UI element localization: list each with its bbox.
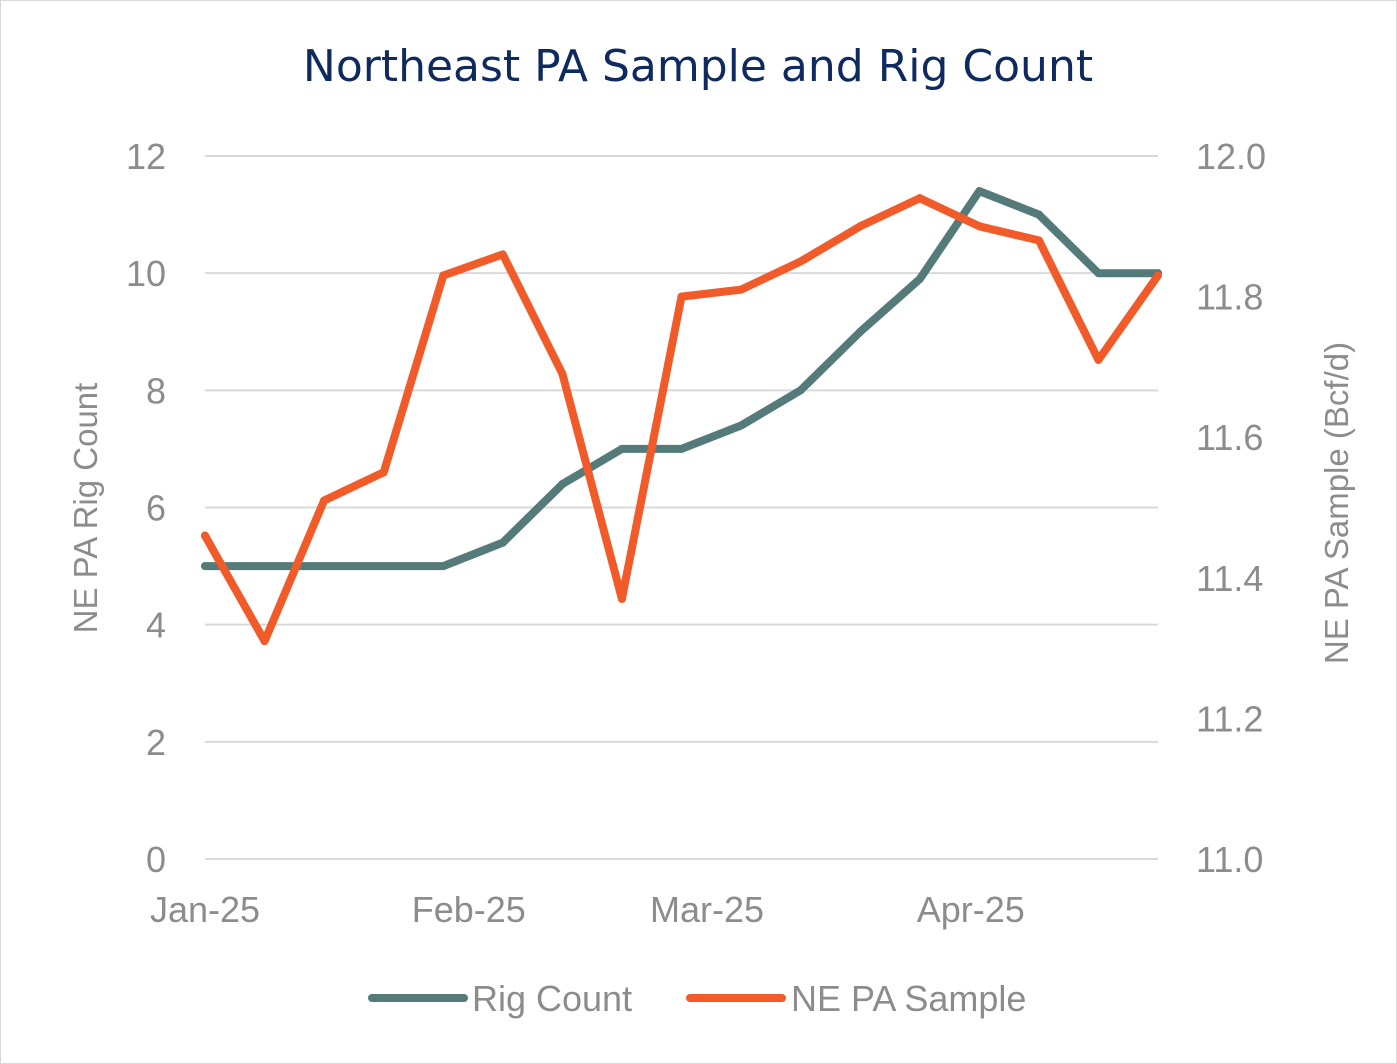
right-tick-label: 11.6 (1196, 417, 1263, 458)
data-point (558, 480, 567, 489)
series-line-ne-pa-sample (201, 194, 1162, 646)
left-tick-label: 10 (126, 253, 166, 294)
data-point (1154, 271, 1162, 280)
data-point (737, 285, 746, 294)
legend[interactable]: Rig Count NE PA Sample (368, 978, 1026, 1019)
data-point (498, 538, 507, 547)
left-tick-label: 0 (146, 839, 166, 880)
legend-item[interactable]: Rig Count (368, 978, 632, 1019)
data-point (379, 468, 388, 477)
data-point (201, 562, 209, 571)
data-point (1034, 236, 1043, 245)
data-point (617, 594, 626, 603)
data-point (617, 444, 626, 453)
chart-title: Northeast PA Sample and Rig Count (303, 41, 1093, 92)
legend-label: NE PA Sample (791, 978, 1026, 1019)
data-point (975, 187, 984, 196)
data-point (1034, 210, 1043, 219)
legend-label: Rig Count (472, 978, 632, 1019)
right-axis-ticks: 11.0 11.2 11.4 11.6 11.8 12.0 (1196, 136, 1266, 880)
right-axis-label: NE PA Sample (Bcf/d) (1318, 342, 1355, 664)
data-point (677, 292, 686, 301)
data-point (915, 194, 924, 203)
data-point (260, 637, 269, 646)
data-point (796, 257, 805, 266)
right-tick-label: 11.0 (1196, 839, 1263, 880)
gridlines (205, 155, 1158, 860)
data-point (320, 496, 329, 505)
data-point (856, 327, 865, 336)
data-point (1094, 269, 1103, 278)
data-point (558, 369, 567, 378)
left-tick-label: 2 (146, 722, 166, 763)
data-point (915, 275, 924, 284)
series-line-rig-count (201, 187, 1162, 571)
data-point (439, 271, 448, 280)
data-point (201, 531, 209, 540)
right-tick-label: 11.4 (1196, 558, 1263, 599)
series-lines (201, 187, 1162, 646)
right-tick-label: 11.8 (1196, 277, 1263, 318)
data-point (975, 222, 984, 231)
data-point (1094, 355, 1103, 364)
data-point (320, 562, 329, 571)
data-point (439, 562, 448, 571)
right-tick-label: 11.2 (1196, 698, 1263, 739)
data-point (379, 562, 388, 571)
data-point (498, 250, 507, 259)
left-tick-label: 6 (146, 488, 166, 529)
left-axis-label: NE PA Rig Count (67, 383, 104, 634)
left-tick-label: 4 (146, 605, 166, 646)
data-point (260, 562, 269, 571)
x-axis-ticks: Jan-25 Feb-25 Mar-25 Apr-25 (150, 889, 1025, 930)
data-point (677, 444, 686, 453)
right-tick-label: 12.0 (1196, 136, 1266, 177)
data-point (737, 421, 746, 430)
left-tick-label: 12 (126, 136, 166, 177)
data-point (856, 222, 865, 231)
left-tick-label: 8 (146, 370, 166, 411)
left-axis-ticks: 0 2 4 6 8 10 12 (126, 136, 166, 880)
legend-item[interactable]: NE PA Sample (686, 978, 1026, 1019)
x-tick-label: Feb-25 (412, 889, 526, 930)
x-tick-label: Apr-25 (917, 889, 1025, 930)
x-tick-label: Jan-25 (150, 889, 260, 930)
x-tick-label: Mar-25 (650, 889, 764, 930)
data-point (796, 386, 805, 395)
